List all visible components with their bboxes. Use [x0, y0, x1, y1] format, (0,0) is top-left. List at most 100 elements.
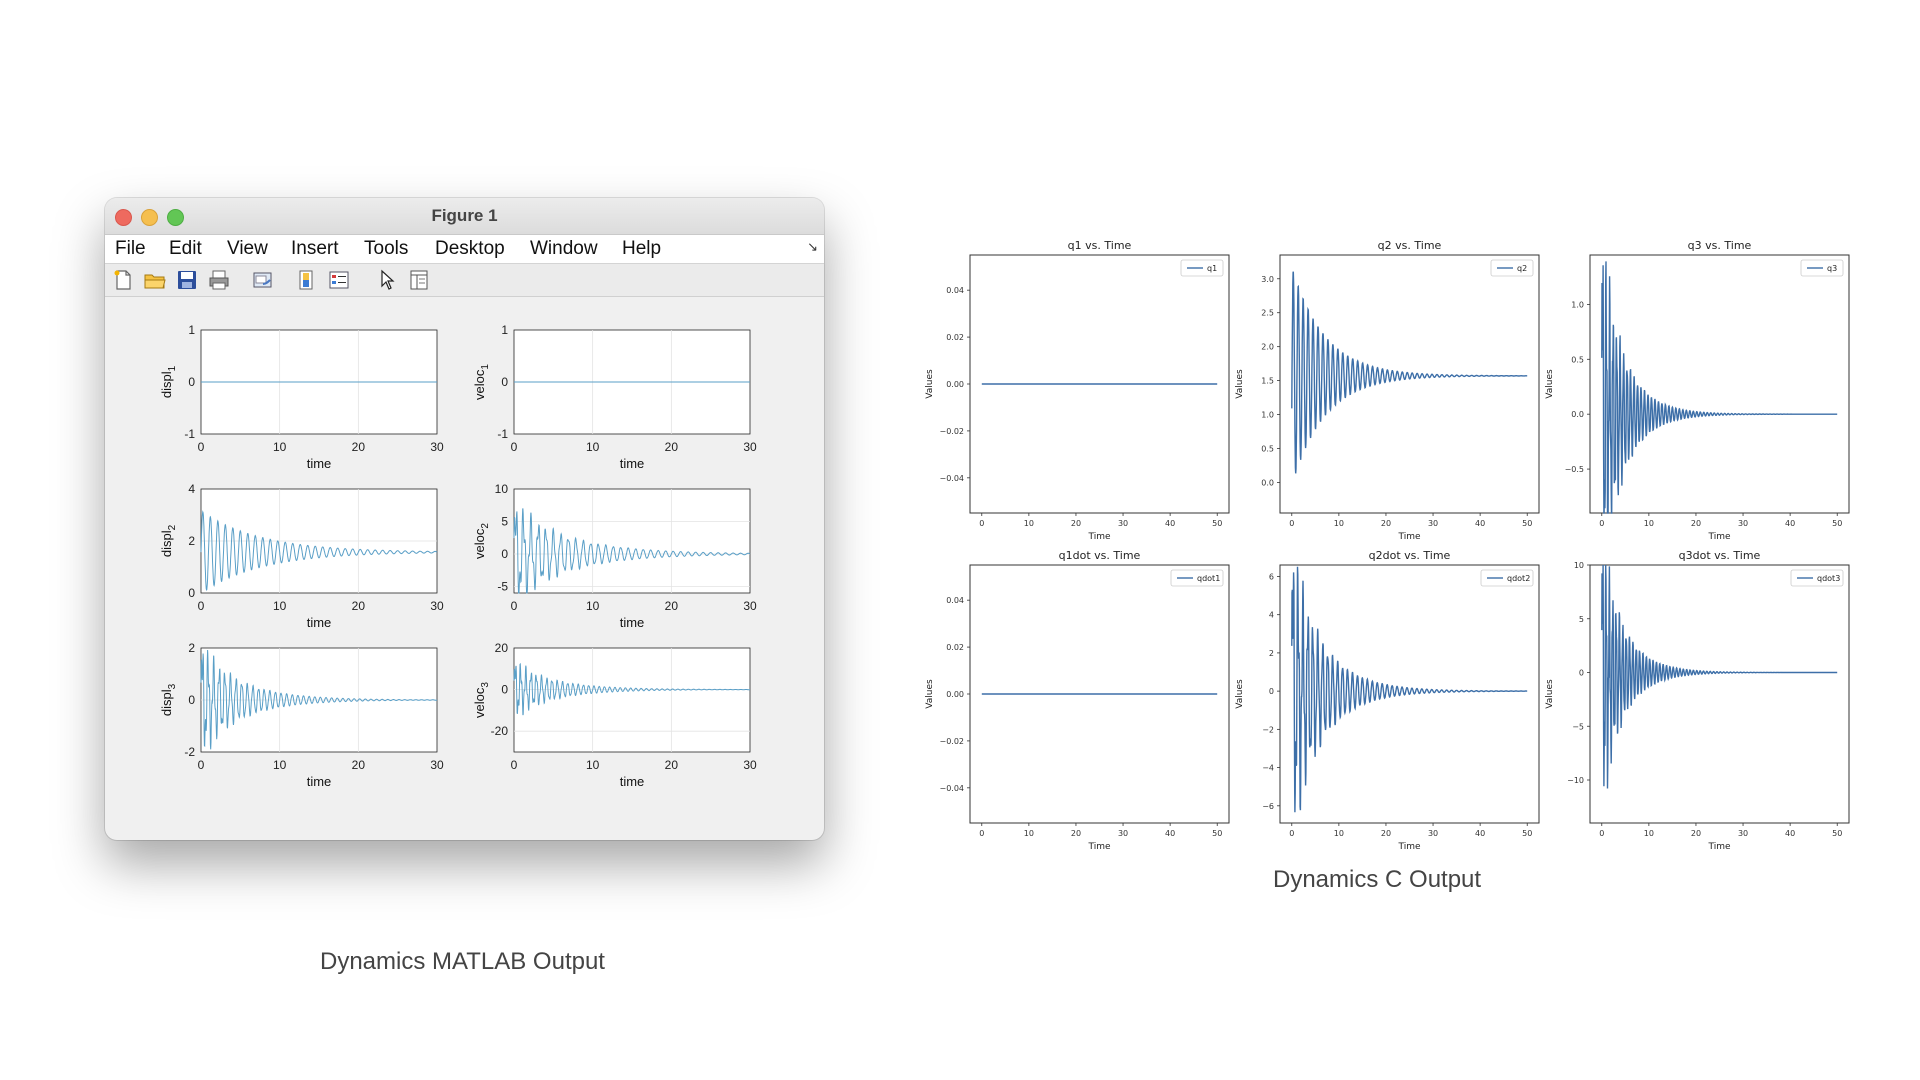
x-tick-label: 30 — [1118, 519, 1128, 528]
save-icon[interactable] — [175, 268, 199, 292]
dock-arrow-icon[interactable]: ↘ — [807, 239, 818, 254]
legend-label: q1 — [1207, 264, 1217, 273]
x-tick-label: 0 — [198, 599, 205, 613]
y-tick-label: 0.5 — [1261, 445, 1274, 454]
x-axis-label: Time — [1397, 532, 1420, 542]
matlab-figure-window: Figure 1 File Edit View Insert Tools Des… — [105, 198, 824, 840]
c-subplot-q3: q3 vs. Time 0 10 20 30 40 50 1.0 0.5 0.0 −0.5 Time V… — [1545, 239, 1850, 542]
series-line — [1291, 566, 1528, 813]
y-tick-label: -20 — [491, 724, 509, 738]
y-axis-label: Values — [925, 369, 935, 399]
y-tick-label: 4 — [1269, 611, 1274, 620]
menu-file[interactable]: File — [115, 238, 146, 259]
x-tick-label: 20 — [1691, 829, 1701, 838]
y-tick-label: 4 — [188, 482, 195, 496]
x-tick-label: 20 — [1381, 519, 1391, 528]
x-tick-label: 10 — [1334, 829, 1344, 838]
y-tick-label: 0 — [501, 683, 508, 697]
y-tick-label: 1.0 — [1261, 411, 1274, 420]
x-tick-label: 20 — [665, 440, 679, 454]
open-file-icon[interactable] — [143, 268, 167, 292]
minimize-window-icon[interactable] — [141, 209, 158, 226]
new-figure-icon[interactable] — [111, 268, 135, 292]
x-axis-label: Time — [1087, 842, 1110, 852]
y-tick-label: 2 — [1269, 649, 1274, 658]
y-tick-label: −0.04 — [939, 474, 964, 483]
series-line — [200, 510, 438, 591]
y-tick-label: −0.5 — [1565, 465, 1584, 474]
x-axis-label: Time — [1707, 842, 1730, 852]
plot-title: q1 vs. Time — [1068, 239, 1132, 252]
y-tick-label: −4 — [1262, 764, 1274, 773]
axes-box — [513, 647, 751, 753]
y-tick-label: 20 — [495, 641, 509, 655]
series-line — [1601, 261, 1838, 514]
print-icon[interactable] — [207, 268, 231, 292]
menu-help[interactable]: Help — [622, 238, 662, 259]
x-tick-label: 10 — [273, 599, 287, 613]
window-titlebar[interactable]: Figure 1 — [105, 198, 824, 235]
y-tick-label: 1.0 — [1571, 300, 1584, 309]
y-tick-label: 0.04 — [946, 596, 964, 605]
y-tick-label: 2 — [188, 641, 195, 655]
x-tick-label: 30 — [430, 758, 444, 772]
x-tick-label: 10 — [586, 599, 600, 613]
x-tick-label: 20 — [1071, 519, 1081, 528]
x-tick-label: 30 — [1428, 519, 1438, 528]
property-inspector-icon[interactable] — [407, 268, 431, 292]
menu-insert[interactable]: Insert — [291, 238, 339, 259]
menu-view[interactable]: View — [227, 238, 268, 259]
link-plot-icon[interactable] — [251, 268, 275, 292]
y-tick-label: −5 — [1572, 722, 1584, 731]
y-tick-label: 1.5 — [1261, 377, 1274, 386]
legend-label: q3 — [1827, 264, 1837, 273]
close-window-icon[interactable] — [115, 209, 132, 226]
legend-label: qdot1 — [1197, 574, 1220, 583]
y-tick-label: −0.02 — [939, 427, 964, 436]
matlab-subplot-veloc3: 0 10 20 30 -20 0 20 time veloc3 — [472, 641, 757, 789]
menu-desktop[interactable]: Desktop — [435, 238, 505, 259]
legend-icon[interactable] — [327, 268, 351, 292]
x-tick-label: 40 — [1475, 519, 1485, 528]
x-tick-label: 10 — [586, 440, 600, 454]
x-axis-label: time — [620, 774, 645, 789]
x-axis-label: time — [620, 456, 645, 471]
x-tick-label: 0 — [198, 440, 205, 454]
plot-title: q1dot vs. Time — [1059, 549, 1141, 562]
x-axis-label: time — [307, 774, 332, 789]
y-axis-label: Values — [925, 679, 935, 709]
y-axis-label: Values — [1545, 679, 1555, 709]
x-tick-label: 10 — [1644, 519, 1654, 528]
x-tick-label: 10 — [1024, 829, 1034, 838]
y-axis-label: Values — [1235, 369, 1245, 399]
y-tick-label: 0 — [1269, 687, 1274, 696]
colorbar-icon[interactable] — [295, 268, 319, 292]
menu-window[interactable]: Window — [530, 238, 598, 259]
menu-tools[interactable]: Tools — [364, 238, 409, 259]
series-line — [1291, 271, 1528, 474]
y-tick-label: 2.5 — [1261, 309, 1274, 318]
y-tick-label: 0.04 — [946, 286, 964, 295]
x-tick-label: 40 — [1785, 519, 1795, 528]
y-tick-label: 0.0 — [1261, 478, 1274, 487]
axes-box — [1589, 564, 1850, 824]
x-tick-label: 50 — [1832, 829, 1842, 838]
y-tick-label: 3.0 — [1261, 275, 1274, 284]
x-tick-label: 50 — [1522, 519, 1532, 528]
legend-label: qdot2 — [1507, 574, 1530, 583]
y-tick-label: 0.0 — [1571, 410, 1584, 419]
y-tick-label: 0 — [188, 586, 195, 600]
y-axis-label: displ3 — [159, 683, 178, 716]
axes-box — [1589, 254, 1850, 514]
pointer-icon[interactable] — [375, 268, 399, 292]
menu-bar: File Edit View Insert Tools Desktop Wind… — [105, 235, 824, 264]
y-tick-label: 0.02 — [946, 333, 964, 342]
maximize-window-icon[interactable] — [167, 209, 184, 226]
plot-title: q3 vs. Time — [1688, 239, 1752, 252]
x-tick-label: 50 — [1832, 519, 1842, 528]
menu-edit[interactable]: Edit — [169, 238, 202, 259]
x-axis-label: Time — [1087, 532, 1110, 542]
